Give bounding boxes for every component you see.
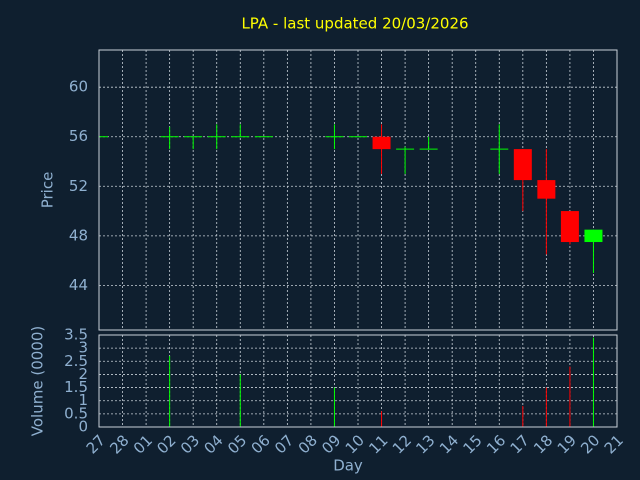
x-tick-label: 21 xyxy=(601,431,627,457)
candle-body xyxy=(184,136,203,138)
candle-body xyxy=(372,136,391,150)
y-tick-label: 60 xyxy=(69,78,88,96)
volume-panel xyxy=(99,334,617,428)
volume-tick-label: 2 xyxy=(78,365,88,383)
y-tick-label: 44 xyxy=(69,276,88,294)
x-tick-label: 11 xyxy=(365,431,391,457)
candle-body xyxy=(349,136,367,138)
x-tick-label: 10 xyxy=(342,431,368,457)
price-panel xyxy=(99,86,617,286)
volume-tick-label: 1 xyxy=(78,391,88,409)
x-tick-label: 19 xyxy=(554,431,580,457)
candle-body xyxy=(560,211,579,243)
candle-body xyxy=(396,148,415,150)
x-tick-label: 20 xyxy=(577,431,603,457)
candle-body xyxy=(490,148,509,150)
candle-body xyxy=(325,136,344,138)
price-frame xyxy=(98,49,618,331)
candle-body xyxy=(254,136,273,138)
x-tick-label: 16 xyxy=(483,431,509,457)
volume-axis-label: Volume (0000) xyxy=(29,326,47,436)
x-tick-label: 05 xyxy=(224,431,250,457)
volume-tick-label: 3.5 xyxy=(64,326,88,344)
x-tick-label: 08 xyxy=(295,431,321,457)
x-axis-label: Day xyxy=(333,457,363,475)
x-tick-label: 12 xyxy=(389,431,415,457)
volume-frame xyxy=(98,334,618,428)
candle-body xyxy=(160,136,179,138)
volume-tick-label: 0 xyxy=(78,418,88,436)
candle-body xyxy=(207,136,226,138)
volume-tick-label: 3 xyxy=(78,339,88,357)
candle-body xyxy=(231,136,250,138)
x-tick-label: 04 xyxy=(201,431,227,457)
x-tick-label: 17 xyxy=(507,431,533,457)
y-tick-label: 52 xyxy=(69,177,88,195)
y-tick-label: 48 xyxy=(69,226,88,244)
volume-tick-label: 2.5 xyxy=(64,352,88,370)
x-tick-label: 03 xyxy=(177,431,203,457)
x-tick-label: 14 xyxy=(436,431,462,457)
candle-body xyxy=(537,180,556,199)
candle-body xyxy=(419,148,438,150)
x-tick-label: 01 xyxy=(130,431,156,457)
candle-body xyxy=(513,149,532,181)
x-tick-label: 15 xyxy=(460,431,486,457)
y-axis-label: Price xyxy=(39,172,57,209)
candle-body xyxy=(99,136,108,138)
y-tick-label: 56 xyxy=(69,127,88,145)
x-tick-label: 02 xyxy=(153,431,179,457)
x-tick-label: 18 xyxy=(530,431,556,457)
x-tick-label: 09 xyxy=(318,431,344,457)
x-tick-label: 07 xyxy=(271,431,297,457)
volume-tick-label: 1.5 xyxy=(64,378,88,396)
x-tick-label: 28 xyxy=(106,431,132,457)
x-tick-label: 13 xyxy=(412,431,438,457)
x-tick-label: 06 xyxy=(248,431,274,457)
chart-title: LPA - last updated 20/03/2026 xyxy=(241,15,468,33)
volume-tick-label: 0.5 xyxy=(64,404,88,422)
candle-body xyxy=(584,229,603,243)
